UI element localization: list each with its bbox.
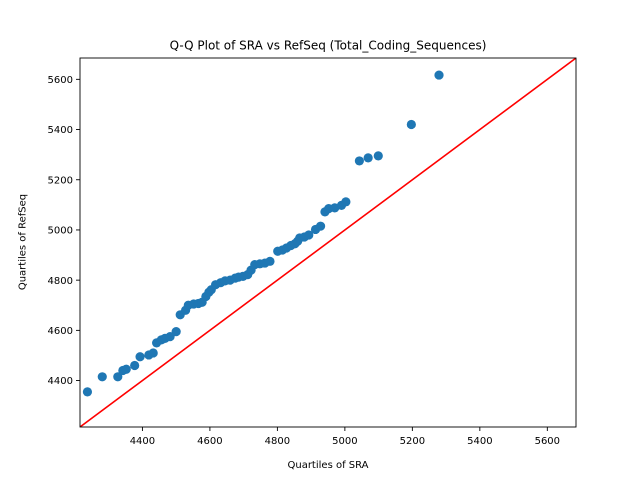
data-point — [406, 119, 416, 130]
data-point — [265, 256, 275, 266]
plot-frame — [79, 57, 577, 428]
y-tick-label: 4400 — [48, 376, 73, 387]
x-tick-label: 4600 — [197, 436, 222, 447]
y-tick-label: 5200 — [48, 175, 73, 186]
y-tick-label: 5600 — [48, 75, 73, 86]
data-point — [121, 364, 131, 374]
x-tick-label: 4800 — [265, 436, 290, 447]
data-point — [130, 360, 140, 371]
x-tick-label: 5200 — [400, 436, 425, 447]
data-point — [341, 197, 351, 207]
data-point — [304, 230, 314, 240]
data-point — [373, 151, 383, 161]
reference-line — [80, 58, 576, 427]
y-tick-label: 4600 — [48, 326, 73, 337]
x-tick-label: 5400 — [467, 436, 492, 447]
data-point — [363, 153, 373, 163]
data-point — [135, 352, 145, 362]
data-point — [434, 70, 444, 80]
x-tick-label: 5600 — [535, 436, 560, 447]
y-tick-label: 4800 — [48, 276, 73, 287]
y-tick-label: 5000 — [48, 226, 73, 237]
data-point — [148, 348, 158, 358]
data-point — [315, 221, 326, 231]
data-point — [354, 156, 364, 166]
data-point — [165, 332, 175, 342]
x-tick-label: 5000 — [332, 436, 357, 447]
y-tick-label: 5400 — [48, 125, 73, 136]
plot-area: 4400 4600 4800 5000 5200 5400 5600 4400 4600 4800… — [48, 57, 577, 447]
y-axis-label: Quartiles of RefSeq — [18, 194, 29, 290]
data-point — [97, 372, 107, 382]
data-point — [171, 327, 181, 337]
chart-title: Q-Q Plot of SRA vs RefSeq (Total_Coding_… — [170, 39, 487, 53]
x-axis-label: Quartiles of SRA — [287, 460, 368, 471]
x-tick-label: 4400 — [130, 436, 155, 447]
data-point — [113, 372, 123, 382]
data-point — [82, 387, 93, 397]
